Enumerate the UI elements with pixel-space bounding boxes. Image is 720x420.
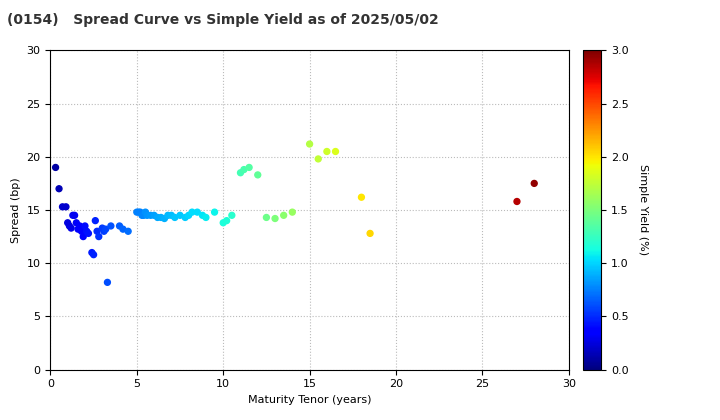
Point xyxy=(169,214,181,221)
Point xyxy=(122,228,134,235)
Point xyxy=(63,223,75,229)
Point xyxy=(89,217,101,224)
Point xyxy=(158,215,170,222)
Point xyxy=(226,212,238,219)
Point xyxy=(287,209,298,215)
Point xyxy=(166,212,177,219)
X-axis label: Maturity Tenor (years): Maturity Tenor (years) xyxy=(248,395,372,405)
Point xyxy=(60,203,72,210)
Point xyxy=(76,228,87,235)
Point xyxy=(138,212,150,219)
Point xyxy=(243,164,255,171)
Point xyxy=(135,209,146,215)
Point xyxy=(209,209,220,215)
Point xyxy=(57,203,68,210)
Point xyxy=(66,225,77,231)
Point xyxy=(132,209,144,215)
Point xyxy=(330,148,341,155)
Point xyxy=(156,214,167,221)
Point xyxy=(98,228,109,235)
Point xyxy=(88,251,99,258)
Point xyxy=(148,212,160,219)
Point xyxy=(96,225,108,231)
Point xyxy=(83,230,94,237)
Point xyxy=(356,194,367,201)
Y-axis label: Spread (bp): Spread (bp) xyxy=(11,177,21,243)
Point xyxy=(78,233,89,240)
Point xyxy=(91,228,103,235)
Point xyxy=(364,230,376,237)
Point xyxy=(174,212,186,219)
Point xyxy=(511,198,523,205)
Point xyxy=(69,212,81,219)
Y-axis label: Simple Yield (%): Simple Yield (%) xyxy=(638,165,648,255)
Point xyxy=(50,164,61,171)
Point xyxy=(183,212,194,219)
Point xyxy=(67,212,78,219)
Point xyxy=(81,228,92,235)
Point xyxy=(140,209,151,215)
Point xyxy=(53,185,65,192)
Point xyxy=(238,166,250,173)
Point xyxy=(117,226,129,233)
Point xyxy=(528,180,540,187)
Point xyxy=(261,214,272,221)
Point xyxy=(192,209,203,215)
Point xyxy=(235,169,246,176)
Point xyxy=(86,249,98,256)
Text: (0154)   Spread Curve vs Simple Yield as of 2025/05/02: (0154) Spread Curve vs Simple Yield as o… xyxy=(7,13,439,26)
Point xyxy=(152,214,163,221)
Point xyxy=(200,214,212,221)
Point xyxy=(79,223,91,229)
Point xyxy=(221,217,233,224)
Point xyxy=(131,209,143,215)
Point xyxy=(145,212,156,219)
Point xyxy=(114,223,125,229)
Point xyxy=(105,223,117,229)
Point xyxy=(278,212,289,219)
Point xyxy=(197,212,208,219)
Point xyxy=(102,279,113,286)
Point xyxy=(179,214,191,221)
Point xyxy=(312,155,324,162)
Point xyxy=(269,215,281,222)
Point xyxy=(74,223,86,229)
Point xyxy=(186,209,198,215)
Point xyxy=(252,171,264,178)
Point xyxy=(136,212,148,219)
Point xyxy=(100,226,112,233)
Point xyxy=(62,219,73,226)
Point xyxy=(71,219,82,226)
Point xyxy=(162,212,174,219)
Point xyxy=(141,212,153,219)
Point xyxy=(93,233,104,240)
Point xyxy=(217,219,229,226)
Point xyxy=(321,148,333,155)
Point xyxy=(304,141,315,147)
Point xyxy=(72,226,84,233)
